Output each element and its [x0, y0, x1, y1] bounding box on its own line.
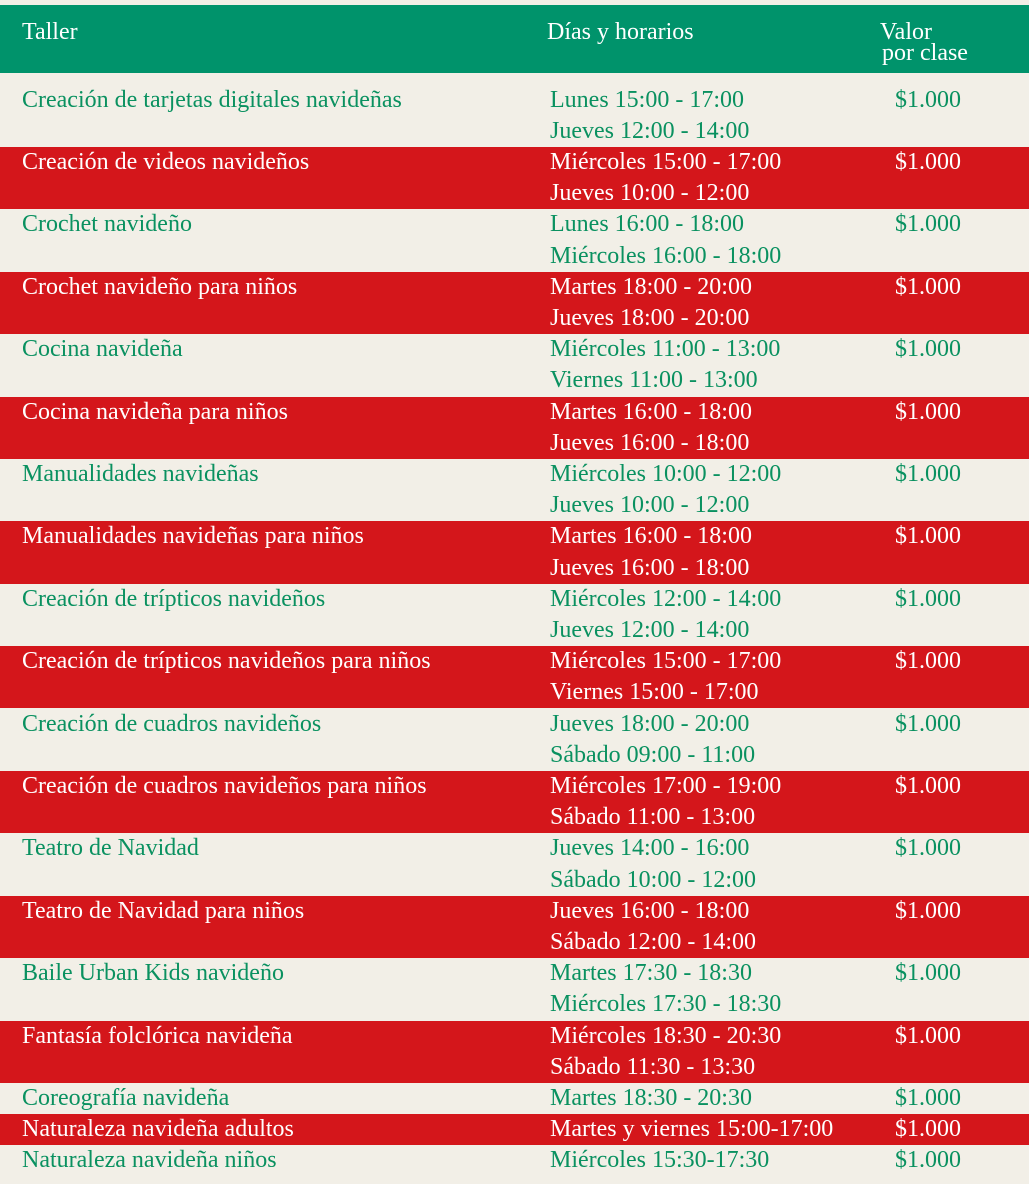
horario: Jueves 10:00 - 12:00: [550, 492, 750, 519]
valor: $1.000: [895, 86, 961, 113]
valor: $1.000: [895, 710, 961, 737]
header-cell: Valor: [880, 19, 932, 45]
horario: Jueves 12:00 - 14:00: [550, 117, 750, 144]
horario: Miércoles 15:00 - 17:00: [550, 148, 782, 175]
taller: Naturaleza navideña adultos: [22, 1116, 294, 1143]
taller: Fantasía folclórica navideña: [22, 1022, 293, 1049]
row-band: [0, 1114, 1029, 1146]
horario: Jueves 10:00 - 12:00: [550, 180, 750, 207]
row-band: [0, 1020, 1029, 1083]
taller: Creación de tarjetas digitales navideñas: [22, 86, 402, 113]
valor: $1.000: [895, 460, 961, 487]
taller: Manualidades navideñas para niños: [22, 523, 364, 550]
horario: Martes y viernes 15:00-17:00: [550, 1116, 834, 1143]
valor: $1.000: [895, 148, 961, 175]
taller: Creación de videos navideños: [22, 148, 310, 175]
taller: Coreografía navideña: [22, 1084, 230, 1111]
row-band: [0, 271, 1029, 335]
horario: Miércoles 10:00 - 12:00: [550, 460, 782, 487]
horario: Jueves 16:00 - 18:00: [550, 554, 750, 581]
horario: Martes 16:00 - 18:00: [550, 523, 752, 550]
horario: Sábado 09:00 - 11:00: [550, 741, 756, 768]
horario: Miércoles 17:30 - 18:30: [550, 991, 782, 1018]
valor: $1.000: [895, 523, 961, 550]
horario: Jueves 16:00 - 18:00: [550, 897, 750, 924]
horario: Jueves 16:00 - 18:00: [550, 429, 750, 456]
horario: Sábado 10:00 - 12:00: [550, 866, 756, 893]
horario: Lunes 16:00 - 18:00: [550, 211, 744, 238]
horario: Martes 17:30 - 18:30: [550, 960, 752, 987]
taller: Naturaleza navideña niños: [22, 1147, 277, 1174]
horario: Lunes 15:00 - 17:00: [550, 86, 744, 113]
valor: $1.000: [895, 648, 961, 675]
taller: Crochet navideño para niños: [22, 273, 298, 300]
horario: Viernes 11:00 - 13:00: [550, 367, 758, 394]
row-band: [0, 396, 1029, 459]
horario: Martes 16:00 - 18:00: [550, 398, 752, 425]
horario: Jueves 18:00 - 20:00: [550, 710, 750, 737]
valor: $1.000: [895, 211, 961, 238]
valor: $1.000: [895, 398, 961, 425]
taller: Cocina navideña: [22, 336, 183, 363]
row-band: [0, 770, 1029, 834]
horario: Miércoles 17:00 - 19:00: [550, 772, 782, 799]
row-band: [0, 521, 1029, 584]
taller: Creación de trípticos navideños: [22, 585, 326, 612]
row-band: [0, 895, 1029, 959]
taller: Cocina navideña para niños: [22, 398, 288, 425]
horario: Sábado 11:30 - 13:30: [550, 1053, 756, 1080]
taller: Crochet navideño: [22, 211, 192, 238]
taller: Creación de trípticos navideños para niñ…: [22, 648, 431, 675]
horario: Martes 18:00 - 20:00: [550, 273, 752, 300]
horario: Jueves 18:00 - 20:00: [550, 304, 750, 331]
header-bar: Taller Días y horarios Valor por clase: [0, 5, 1029, 73]
valor: $1.000: [895, 772, 961, 799]
horario: Sábado 12:00 - 14:00: [550, 928, 756, 955]
header-cell: por clase: [882, 40, 968, 66]
valor: $1.000: [895, 1116, 961, 1143]
taller: Creación de cuadros navideños: [22, 710, 322, 737]
horario: Martes 18:30 - 20:30: [550, 1084, 752, 1111]
horario: Jueves 12:00 - 14:00: [550, 616, 750, 643]
horario: Jueves 14:00 - 16:00: [550, 835, 750, 862]
valor: $1.000: [895, 960, 961, 987]
row-band: [0, 146, 1029, 210]
taller: Teatro de Navidad para niños: [22, 897, 305, 924]
horario: Miércoles 16:00 - 18:00: [550, 242, 782, 269]
horario: Miércoles 18:30 - 20:30: [550, 1022, 782, 1049]
valor: $1.000: [895, 585, 961, 612]
taller: Baile Urban Kids navideño: [22, 960, 284, 987]
header-cell: Días y horarios: [547, 19, 694, 45]
valor: $1.000: [895, 273, 961, 300]
horario: Miércoles 11:00 - 13:00: [550, 336, 781, 363]
valor: $1.000: [895, 1147, 961, 1174]
valor: $1.000: [895, 336, 961, 363]
horario: Viernes 15:00 - 17:00: [550, 679, 759, 706]
row-band: [0, 646, 1029, 709]
horario: Miércoles 15:00 - 17:00: [550, 648, 782, 675]
valor: $1.000: [895, 835, 961, 862]
horario: Sábado 11:00 - 13:00: [550, 804, 756, 831]
valor: $1.000: [895, 1084, 961, 1111]
valor: $1.000: [895, 897, 961, 924]
header-cell: Taller: [22, 19, 78, 45]
horario: Miércoles 15:30-17:30: [550, 1147, 770, 1174]
taller: Teatro de Navidad: [22, 835, 199, 862]
taller: Creación de cuadros navideños para niños: [22, 772, 427, 799]
valor: $1.000: [895, 1022, 961, 1049]
horario: Miércoles 12:00 - 14:00: [550, 585, 782, 612]
taller: Manualidades navideñas: [22, 460, 259, 487]
